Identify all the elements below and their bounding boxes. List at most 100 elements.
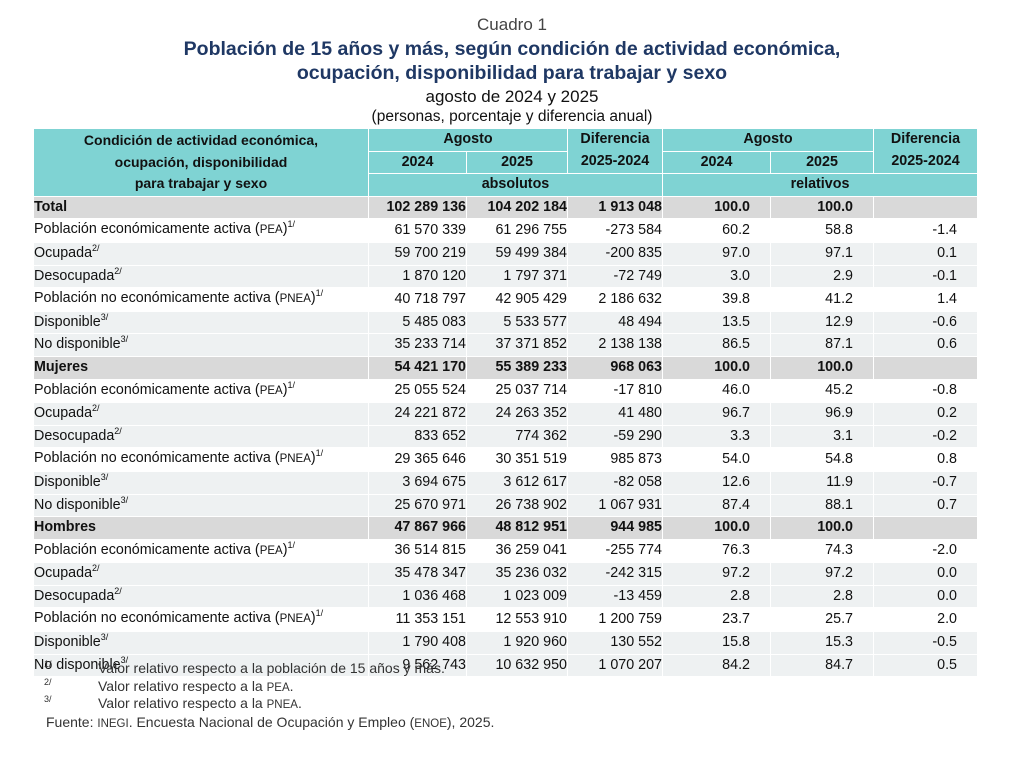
concept-header-line-2: ocupación, disponibilidad bbox=[114, 153, 288, 170]
cell-r2025: 87.1 bbox=[770, 333, 874, 357]
cell-adiff: -17 810 bbox=[567, 378, 663, 404]
cell-adiff: 1 913 048 bbox=[567, 195, 663, 220]
cell-a2024: 47 867 966 bbox=[368, 516, 467, 540]
cell-a2024: 3 694 675 bbox=[368, 470, 467, 495]
cell-rdiff: 0.2 bbox=[873, 402, 978, 426]
concept-column-header: Condición de actividad económica, ocupac… bbox=[33, 128, 369, 197]
table-row: Población económicamente activa (PEA)1/3… bbox=[33, 538, 978, 564]
row-footnote-mark: 2/ bbox=[92, 563, 100, 574]
cell-adiff: 1 067 931 bbox=[567, 493, 663, 518]
row-label: Total bbox=[33, 195, 369, 220]
cell-a2025: 3 612 617 bbox=[466, 470, 568, 495]
agosto-relative-header: Agosto bbox=[662, 128, 874, 152]
footnote-text-main: Valor relativo respecto a la bbox=[98, 695, 267, 711]
footnote-text: Valor relativo respecto a la PNEA. bbox=[98, 695, 302, 715]
cell-rdiff: 0.8 bbox=[873, 447, 978, 472]
cell-r2025: 58.8 bbox=[770, 218, 874, 243]
cell-rdiff bbox=[873, 516, 978, 540]
row-label: Ocupada2/ bbox=[33, 402, 369, 426]
cell-rdiff: -0.7 bbox=[873, 470, 978, 495]
difference-absolute-header: Diferencia 2025-2024 bbox=[567, 127, 663, 175]
cell-adiff: -273 584 bbox=[567, 218, 663, 243]
cell-r2024: 84.2 bbox=[662, 653, 771, 678]
cell-rdiff bbox=[873, 355, 978, 380]
row-footnote-mark: 1/ bbox=[287, 379, 295, 390]
row-label-abbr: PNEA bbox=[279, 293, 311, 306]
footnote-text: Valor relativo respecto a la población d… bbox=[98, 660, 445, 678]
cell-a2024: 1 870 120 bbox=[368, 264, 467, 289]
cell-a2025: 61 296 755 bbox=[466, 218, 568, 243]
diff-rel-line-1: Diferencia bbox=[890, 131, 961, 147]
cell-a2025: 25 037 714 bbox=[466, 378, 568, 404]
footnote-list: 1/Valor relativo respecto a la población… bbox=[44, 659, 494, 715]
row-footnote-mark: 1/ bbox=[315, 608, 324, 619]
row-label-text: No disponible bbox=[34, 336, 121, 353]
row-label: Población no económicamente activa (PNEA… bbox=[33, 287, 369, 312]
table-row: Población económicamente activa (PEA)1/6… bbox=[33, 218, 978, 243]
cell-r2025: 97.2 bbox=[770, 562, 874, 586]
cell-r2024: 2.8 bbox=[662, 584, 771, 609]
row-label-close: ) bbox=[282, 221, 288, 238]
table-period: agosto de 2024 y 2025 bbox=[425, 87, 599, 106]
source-prefix: Fuente: bbox=[46, 713, 98, 730]
footnote-text-main: Valor relativo respecto a la bbox=[98, 677, 267, 694]
row-label-text: Desocupada bbox=[34, 427, 115, 444]
footnote-abbr: PNEA bbox=[266, 699, 298, 711]
cell-rdiff: -0.8 bbox=[873, 378, 978, 404]
cell-a2025: 1 797 371 bbox=[466, 264, 568, 289]
row-label-abbr: PEA bbox=[259, 544, 283, 557]
cell-r2025: 54.8 bbox=[770, 447, 874, 472]
cell-r2024: 46.0 bbox=[662, 378, 771, 404]
cell-r2025: 96.9 bbox=[770, 402, 874, 426]
cell-a2025: 104 202 184 bbox=[466, 195, 568, 220]
row-footnote-mark: 2/ bbox=[114, 265, 122, 276]
cell-r2024: 23.7 bbox=[662, 607, 771, 633]
cell-r2024: 54.0 bbox=[662, 447, 771, 472]
cell-rdiff: -0.2 bbox=[873, 424, 978, 449]
cell-adiff: 1 200 759 bbox=[567, 607, 663, 633]
cell-r2025: 97.1 bbox=[770, 241, 874, 266]
table-row: Ocupada2/24 221 872 24 263 352 41 480 96.7 9… bbox=[33, 402, 978, 426]
row-footnote-mark: 2/ bbox=[92, 242, 100, 253]
row-footnote-mark: 3/ bbox=[120, 494, 129, 505]
row-label: Ocupada2/ bbox=[33, 241, 369, 266]
row-label-text: Ocupada bbox=[34, 244, 93, 261]
row-label: Población económicamente activa (PEA)1/ bbox=[33, 538, 369, 564]
row-label-text: Ocupada bbox=[34, 565, 93, 582]
cell-r2025: 12.9 bbox=[770, 310, 874, 335]
table-row: Población no económicamente activa (PNEA… bbox=[33, 287, 978, 312]
cell-r2025: 84.7 bbox=[770, 653, 874, 678]
cell-a2025: 59 499 384 bbox=[466, 241, 568, 266]
cell-rdiff: 0.5 bbox=[873, 653, 978, 678]
cell-r2025: 11.9 bbox=[770, 470, 874, 495]
cell-r2024: 12.6 bbox=[662, 470, 771, 495]
cell-r2024: 39.8 bbox=[662, 287, 771, 312]
row-label-abbr: PEA bbox=[259, 384, 283, 397]
cell-a2024: 11 353 151 bbox=[368, 607, 467, 633]
section-row: Mujeres 54 421 170 55 389 233 968 063 100.0 1… bbox=[33, 355, 978, 380]
row-label-abbr: PEA bbox=[259, 224, 283, 237]
footnote-mark: 3/ bbox=[44, 694, 52, 704]
footnote-mark: 2/ bbox=[44, 676, 52, 687]
cell-r2025: 100.0 bbox=[770, 516, 874, 540]
section-row: Total 102 289 136 104 202 184 1 913 048 100.… bbox=[33, 195, 978, 220]
cell-adiff: -255 774 bbox=[567, 538, 663, 564]
cell-r2024: 86.5 bbox=[662, 333, 771, 357]
row-label-text: Población económicamente activa ( bbox=[34, 221, 260, 238]
cell-a2025: 24 263 352 bbox=[466, 402, 568, 426]
cell-adiff: 944 985 bbox=[567, 516, 663, 540]
cell-r2025: 88.1 bbox=[770, 493, 874, 518]
cell-a2025: 1 023 009 bbox=[466, 584, 568, 609]
cell-adiff: 968 063 bbox=[567, 355, 663, 380]
table-row: Desocupada2/833 652 774 362 -59 290 3.3 3.1-… bbox=[33, 424, 978, 449]
cell-r2024: 13.5 bbox=[662, 310, 771, 335]
cell-a2024: 25 670 971 bbox=[368, 493, 467, 518]
row-label-abbr: PNEA bbox=[279, 613, 311, 626]
row-label-text: Disponible bbox=[34, 313, 101, 330]
row-label: No disponible3/ bbox=[33, 493, 369, 518]
concept-header-line-3: para trabajar y sexo bbox=[134, 175, 268, 192]
cell-rdiff: 0.6 bbox=[873, 333, 978, 357]
cell-rdiff: -2.0 bbox=[873, 538, 978, 564]
cell-rdiff: 2.0 bbox=[873, 607, 978, 633]
cell-a2025: 12 553 910 bbox=[466, 607, 568, 633]
